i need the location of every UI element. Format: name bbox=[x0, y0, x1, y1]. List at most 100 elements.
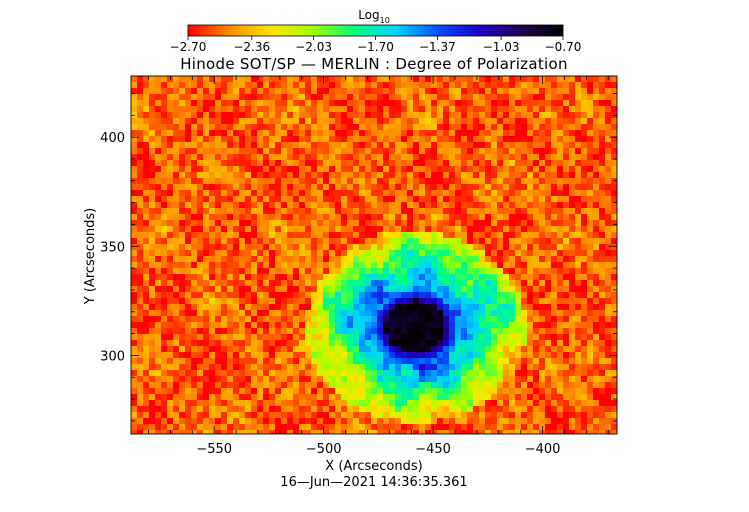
heat-cell bbox=[599, 316, 605, 322]
heat-cell bbox=[305, 232, 311, 238]
heat-cell bbox=[497, 160, 503, 166]
heat-cell bbox=[269, 148, 275, 154]
heat-cell bbox=[227, 352, 233, 358]
heat-cell bbox=[203, 172, 209, 178]
heat-cell bbox=[563, 358, 569, 364]
heat-cell bbox=[179, 238, 185, 244]
heat-cell bbox=[311, 370, 317, 376]
heat-cell bbox=[569, 382, 575, 388]
heat-cell bbox=[335, 424, 341, 430]
heat-cell bbox=[335, 250, 341, 256]
heat-cell bbox=[515, 304, 521, 310]
heat-cell bbox=[371, 418, 377, 424]
heat-cell bbox=[425, 76, 431, 82]
heat-cell bbox=[557, 136, 563, 142]
heat-cell bbox=[437, 190, 443, 196]
heat-cell bbox=[323, 274, 329, 280]
heat-cell bbox=[161, 322, 167, 328]
heat-cell bbox=[185, 184, 191, 190]
heat-cell bbox=[281, 106, 287, 112]
heat-cell bbox=[161, 112, 167, 118]
heat-cell bbox=[515, 316, 521, 322]
heat-cell bbox=[245, 430, 251, 434]
heat-cell bbox=[515, 418, 521, 424]
heat-cell bbox=[575, 82, 581, 88]
heat-cell bbox=[593, 376, 599, 382]
heat-cell bbox=[413, 280, 419, 286]
heat-cell bbox=[305, 178, 311, 184]
heat-cell bbox=[521, 220, 527, 226]
heat-cell bbox=[155, 166, 161, 172]
heat-cell bbox=[377, 388, 383, 394]
heat-cell bbox=[233, 196, 239, 202]
heat-cell bbox=[281, 328, 287, 334]
heat-cell bbox=[587, 316, 593, 322]
heat-cell bbox=[227, 340, 233, 346]
heat-cell bbox=[275, 376, 281, 382]
heat-cell bbox=[149, 388, 155, 394]
heat-cell bbox=[485, 202, 491, 208]
heat-cell bbox=[449, 238, 455, 244]
heat-cell bbox=[161, 262, 167, 268]
heat-cell bbox=[131, 334, 137, 340]
heat-cell bbox=[287, 184, 293, 190]
heat-cell bbox=[203, 94, 209, 100]
heat-cell bbox=[221, 178, 227, 184]
heat-cell bbox=[179, 172, 185, 178]
heat-cell bbox=[347, 100, 353, 106]
heat-cell bbox=[239, 340, 245, 346]
heat-cell bbox=[479, 364, 485, 370]
heat-cell bbox=[599, 274, 605, 280]
heat-cell bbox=[485, 226, 491, 232]
heat-cell bbox=[401, 256, 407, 262]
heat-cell bbox=[329, 424, 335, 430]
heat-cell bbox=[137, 340, 143, 346]
heat-cell bbox=[137, 352, 143, 358]
heat-cell bbox=[245, 124, 251, 130]
heat-cell bbox=[245, 130, 251, 136]
heat-cell bbox=[443, 106, 449, 112]
heat-cell bbox=[557, 286, 563, 292]
heat-cell bbox=[461, 262, 467, 268]
heat-cell bbox=[137, 208, 143, 214]
heat-cell bbox=[389, 244, 395, 250]
heat-cell bbox=[539, 100, 545, 106]
heat-cell bbox=[419, 424, 425, 430]
heat-cell bbox=[293, 202, 299, 208]
heat-cell bbox=[251, 388, 257, 394]
heat-cell bbox=[263, 106, 269, 112]
heat-cell bbox=[299, 424, 305, 430]
heat-cell bbox=[455, 244, 461, 250]
heat-cell bbox=[317, 136, 323, 142]
heat-cell bbox=[317, 76, 323, 82]
heat-cell bbox=[173, 250, 179, 256]
heat-cell bbox=[515, 256, 521, 262]
heat-cell bbox=[395, 166, 401, 172]
heat-cell bbox=[449, 424, 455, 430]
heat-cell bbox=[371, 322, 377, 328]
heat-cell bbox=[527, 244, 533, 250]
heat-cell bbox=[203, 190, 209, 196]
heat-cell bbox=[269, 346, 275, 352]
heat-cell bbox=[137, 418, 143, 424]
heat-cell bbox=[479, 250, 485, 256]
heat-cell bbox=[329, 298, 335, 304]
heat-cell bbox=[335, 370, 341, 376]
heat-cell bbox=[221, 130, 227, 136]
heat-cell bbox=[545, 382, 551, 388]
heat-cell bbox=[257, 244, 263, 250]
heat-cell bbox=[305, 112, 311, 118]
heat-cell bbox=[197, 298, 203, 304]
heat-cell bbox=[155, 214, 161, 220]
heat-cell bbox=[443, 358, 449, 364]
heat-cell bbox=[173, 358, 179, 364]
heat-cell bbox=[539, 148, 545, 154]
heat-cell bbox=[209, 106, 215, 112]
heat-cell bbox=[131, 310, 137, 316]
heat-cell bbox=[233, 166, 239, 172]
heat-cell bbox=[461, 118, 467, 124]
heat-cell bbox=[473, 394, 479, 400]
heat-cell bbox=[479, 76, 485, 82]
heat-cell bbox=[407, 178, 413, 184]
heat-cell bbox=[215, 178, 221, 184]
